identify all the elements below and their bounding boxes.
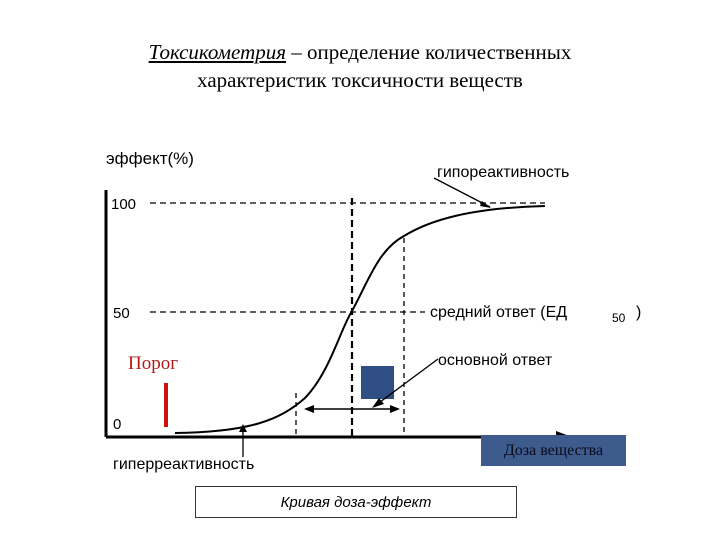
label-main-response: основной ответ: [438, 352, 553, 369]
pointer-hyper-arrow-icon: [239, 424, 247, 432]
slide-title: Токсикометрия – определение количественн…: [0, 38, 720, 94]
y-axis-label: эффект(%): [106, 149, 194, 168]
pointer-main: [375, 358, 439, 406]
dose-effect-curve: [174, 205, 546, 434]
label-hyporeactivity: гипореактивность: [437, 164, 569, 181]
pointer-hypo: [433, 177, 491, 208]
label-mean-response-close: ): [636, 304, 641, 321]
caption-box: Кривая доза-эффект: [195, 486, 517, 518]
dose-label-box: Доза вещества: [481, 435, 626, 466]
blue-marker: [361, 366, 394, 399]
threshold-label: Порог: [128, 353, 179, 374]
label-hyperreactivity: гиперреактивность: [113, 456, 254, 473]
arrow-right-icon: [390, 405, 400, 413]
label-mean-response: средний ответ (ЕД: [430, 304, 567, 321]
label-mean-response-subscript: 50: [612, 311, 626, 325]
title-line-2: характеристик токсичности веществ: [197, 68, 523, 92]
tick-100: 100: [111, 196, 136, 213]
tick-0: 0: [113, 416, 121, 433]
tick-50: 50: [113, 305, 130, 322]
title-line-1: Токсикометрия – определение количественн…: [0, 38, 720, 66]
arrow-left-icon: [304, 405, 314, 413]
pointer-main-arrow-icon: [372, 398, 384, 408]
title-term: Токсикометрия: [148, 40, 287, 64]
pointer-hypo-arrow-icon: [480, 201, 491, 208]
title-rest: – определение количественных: [286, 40, 572, 64]
